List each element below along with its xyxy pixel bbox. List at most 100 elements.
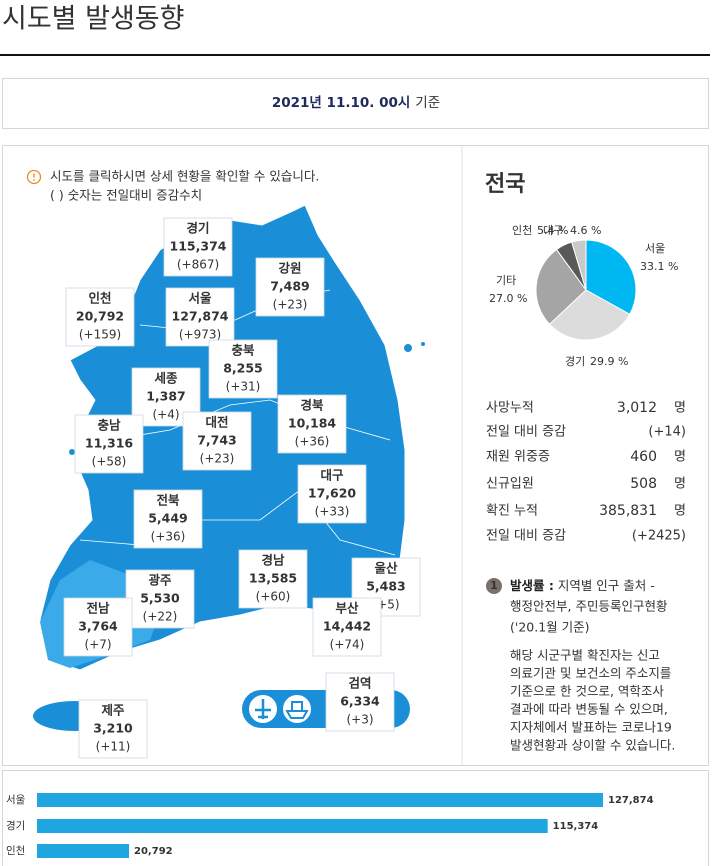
region-box[interactable]: 광주 5,530 (+22)	[125, 569, 195, 629]
region-name: 인천	[88, 291, 111, 306]
region-box[interactable]: 충북 8,255 (+31)	[208, 339, 278, 399]
region-total: 5,449	[148, 511, 188, 526]
region-card	[182, 411, 252, 471]
region-total: 13,585	[249, 571, 297, 586]
region-card	[125, 569, 195, 629]
note-detail: 의료기관 및 보건소의 주소지를	[510, 666, 671, 681]
stat-label: 재원 위중증	[486, 450, 550, 465]
region-card	[277, 394, 347, 454]
region-name: 대구	[320, 468, 344, 483]
bar-category: 인천	[6, 845, 25, 857]
date-main: 2021년 11.10. 00시	[272, 95, 410, 111]
region-total: 127,874	[172, 309, 229, 324]
region-name: 전남	[86, 601, 110, 616]
region-change: (+36)	[151, 530, 186, 544]
pie-slice	[585, 239, 637, 316]
summary-title: 전국	[485, 172, 525, 197]
page-title: 시도별 발생동향	[2, 4, 184, 35]
region-name: 강원	[278, 261, 301, 276]
region-change: (+11)	[96, 740, 131, 754]
region-total: 3,764	[78, 619, 118, 634]
note-label: 발생률 :	[510, 578, 554, 593]
notice-icon	[26, 169, 42, 185]
region-card	[133, 489, 203, 549]
region-total: 5,483	[366, 579, 406, 594]
region-card	[63, 597, 133, 657]
region-card	[238, 549, 308, 609]
title-rule	[0, 54, 710, 56]
note-detail: 기준으로 한 것으로, 역학조사	[510, 684, 664, 699]
bar-category: 경기	[6, 819, 25, 832]
region-total: 14,442	[323, 619, 371, 634]
region-total: 115,374	[170, 239, 227, 254]
region-name: 전북	[156, 493, 180, 508]
region-name: 울산	[374, 561, 398, 576]
stat-label: 사망누적	[486, 401, 534, 416]
region-card	[74, 414, 144, 474]
region-card	[208, 339, 278, 399]
bar	[37, 844, 130, 858]
region-change: (+159)	[79, 328, 121, 342]
region-change: (+23)	[200, 452, 235, 466]
stat-label: 확진 누적	[486, 504, 538, 519]
region-change: (+74)	[330, 638, 365, 652]
region-card	[312, 597, 382, 657]
region-total: 17,620	[308, 486, 357, 501]
note-line: ('20.1월 기준)	[510, 620, 590, 635]
region-card	[297, 464, 367, 524]
stat-label: 전일 대비 증감	[486, 425, 566, 440]
region-change: (+4)	[152, 408, 179, 422]
note-detail: 발생현황과 상이할 수 있습니다.	[510, 738, 675, 753]
region-change: (+3)	[346, 713, 373, 727]
region-name: 충북	[231, 343, 255, 358]
region-box[interactable]: 제주 3,210 (+11)	[78, 699, 148, 759]
stat-label: 전일 대비 증감	[486, 529, 566, 544]
note-detail: 해당 시군구별 확진자는 신고	[510, 648, 660, 663]
pie-label-value: 4.6 %	[570, 224, 601, 237]
date-box	[2, 78, 709, 129]
stat-value: 460	[630, 449, 657, 465]
region-box[interactable]: 전북 5,449 (+36)	[133, 489, 203, 549]
pie-label-value: 27.0 %	[489, 292, 527, 305]
region-box[interactable]: 대구 17,620 (+33)	[297, 464, 367, 524]
region-name: 부산	[335, 601, 359, 616]
region-box[interactable]: 부산 14,442 (+74)	[312, 597, 382, 657]
region-card	[255, 257, 325, 317]
region-name: 경북	[300, 398, 324, 413]
region-card	[78, 699, 148, 759]
region-name: 광주	[148, 573, 172, 588]
region-box[interactable]: 충남 11,316 (+58)	[74, 414, 144, 474]
region-box[interactable]: 대전 7,743 (+23)	[182, 411, 252, 471]
region-change: (+22)	[143, 610, 178, 624]
region-box[interactable]: 울산5,483(+5)	[351, 557, 421, 617]
stat-value: 3,012	[617, 400, 657, 416]
region-change: (+33)	[315, 505, 350, 519]
region-box[interactable]: 경남 13,585 (+60)	[238, 549, 308, 609]
region-box[interactable]: 경기 115,374 (+867)	[163, 217, 233, 277]
region-box[interactable]: 검역 6,334 (+3)	[325, 672, 395, 732]
region-total: 20,792	[76, 309, 124, 324]
region-box[interactable]: 서울 127,874 (+973)	[165, 287, 235, 347]
region-change: (+867)	[177, 258, 219, 272]
bar	[37, 819, 548, 833]
stat-value: 508	[630, 476, 657, 492]
bar-category: 서울	[6, 794, 26, 806]
region-change: (+60)	[256, 590, 291, 604]
region-box[interactable]: 강원 7,489 (+23)	[255, 257, 325, 317]
region-change: (+31)	[226, 380, 261, 394]
note-badge	[486, 578, 502, 594]
region-total: 8,255	[223, 361, 263, 376]
region-total: 11,316	[85, 436, 134, 451]
stat-value: (+2425)	[632, 529, 686, 544]
stat-unit: 명	[674, 477, 686, 492]
region-change: (+58)	[92, 455, 127, 469]
region-box[interactable]: 전남 3,764 (+7)	[63, 597, 133, 657]
region-box[interactable]: 경북 10,184 (+36)	[277, 394, 347, 454]
pie-label-name: 서울	[645, 242, 665, 255]
region-box[interactable]: 인천 20,792 (+159)	[65, 287, 135, 347]
region-change: (+23)	[273, 298, 308, 312]
pie-slice	[548, 289, 631, 341]
bar-panel	[2, 770, 709, 866]
